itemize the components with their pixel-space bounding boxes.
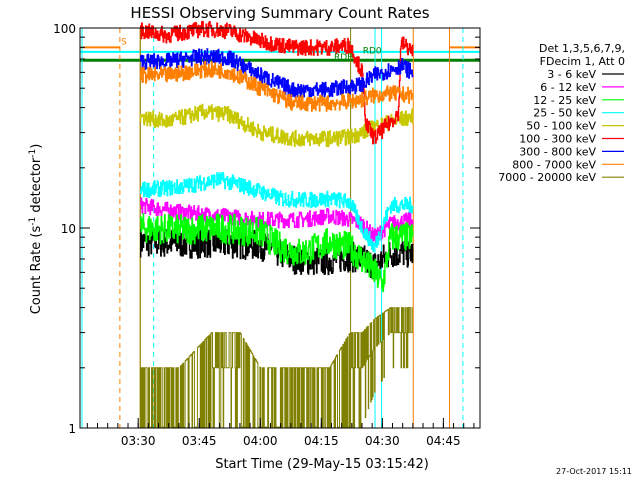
series-line-5 [140, 20, 414, 145]
plot-marks: S RDB RD0 [121, 20, 414, 428]
series-line-3 [140, 172, 414, 252]
annotation-label-2: RD0 [363, 47, 382, 57]
series-line-4 [140, 103, 414, 148]
legend-label-3: 25 - 50 keV [533, 107, 596, 120]
y-axis-label-sup2: -1 [28, 149, 38, 158]
series-line-6 [140, 48, 414, 99]
legend-label-4: 50 - 100 keV [526, 120, 596, 133]
chart-title: HESSI Observing Summary Count Rates [130, 4, 429, 22]
axis-ticks: 03:30 03:45 04:00 04:15 04:30 04:45 1 10 100 [53, 22, 480, 448]
legend-label-8: 7000 - 20000 keV [498, 171, 596, 184]
series-line-7 [140, 61, 414, 112]
y-axis-label-part3: ) [29, 144, 44, 149]
y-tick-label-0: 1 [68, 422, 76, 436]
annotation-label-0: S [121, 37, 127, 47]
legend-header-line1: Det 1,3,5,6,7,9, [539, 42, 625, 55]
annotation-label-1: RDB [334, 53, 353, 63]
x-tick-label-3: 04:15 [304, 434, 339, 448]
legend-label-0: 3 - 6 keV [547, 68, 596, 81]
y-axis-label-sup1: -1 [28, 217, 38, 226]
y-axis-label-part2: detector [29, 157, 44, 217]
legend-label-1: 6 - 12 keV [540, 81, 596, 94]
legend-label-2: 12 - 25 keV [533, 94, 596, 107]
x-tick-label-5: 04:45 [426, 434, 461, 448]
legend-label-5: 100 - 300 keV [519, 133, 596, 146]
legend-header-line2: FDecim 1, Att 0 [540, 55, 625, 68]
series-line-2 [140, 213, 414, 293]
series-line-8 [140, 307, 413, 428]
x-tick-label-0: 03:30 [121, 434, 156, 448]
x-tick-label-2: 04:00 [243, 434, 278, 448]
legend-label-6: 300 - 800 keV [519, 145, 596, 158]
legend-label-7: 800 - 7000 keV [512, 158, 596, 171]
y-tick-label-1: 10 [61, 222, 76, 236]
y-axis-label-part1: Count Rate (s [29, 226, 44, 315]
y-tick-label-2: 100 [53, 22, 76, 36]
y-axis-label: Count Rate (s-1 detector-1) [28, 144, 44, 315]
x-axis-label: Start Time (29-May-15 03:15:42) [215, 457, 429, 472]
x-tick-label-4: 04:30 [365, 434, 400, 448]
footer-timestamp: 27-Oct-2017 15:11 [556, 467, 632, 476]
legend: Det 1,3,5,6,7,9, FDecim 1, Att 0 3 - 6 k… [498, 42, 625, 184]
x-tick-label-1: 03:45 [182, 434, 217, 448]
